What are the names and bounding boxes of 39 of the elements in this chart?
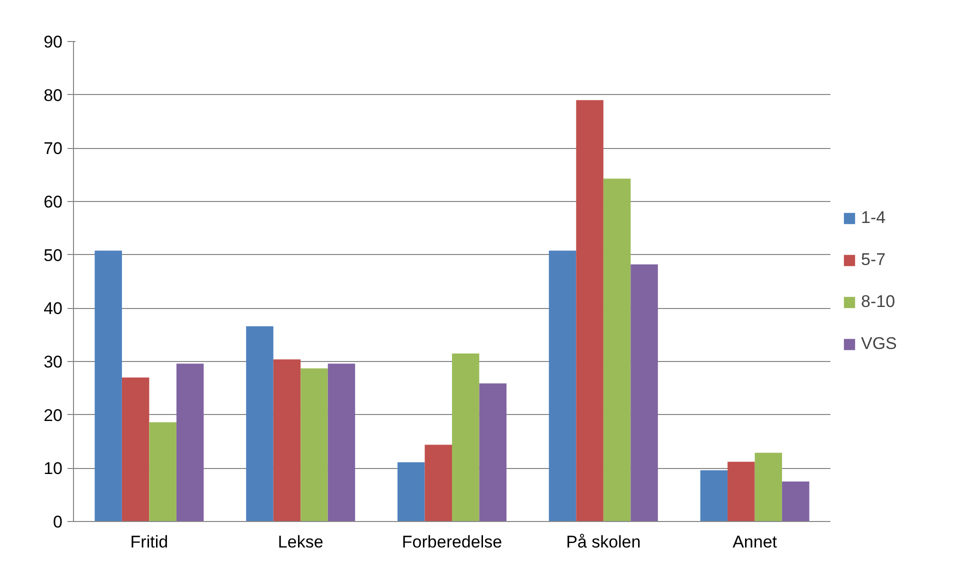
y-tick-label: 30 [44,352,63,372]
bar [94,250,122,522]
bar [424,444,452,522]
bar [700,470,728,522]
bar [603,178,631,522]
y-tick-label: 40 [44,299,63,318]
bar [479,383,507,522]
bar [328,364,356,522]
y-tick-label: 60 [44,192,63,212]
bar [576,100,604,522]
x-tick-label: På skolen [566,532,641,552]
bar [273,359,301,522]
y-tick-label: 0 [53,512,63,532]
y-tick-label: 90 [44,32,63,52]
legend-label: 5-7 [861,250,886,270]
bar [300,368,328,522]
bar [728,462,755,522]
y-tick-label: 10 [44,459,63,478]
x-tick-label: Fritid [130,532,168,552]
bar [452,354,480,522]
bar [122,378,150,522]
y-tick-label: 50 [44,246,63,265]
bar [548,250,576,522]
x-tick-label: Lekse [278,532,324,552]
y-tick-label: 20 [44,406,63,425]
bar [782,482,810,522]
x-tick-label: Annet [732,532,778,552]
legend-label: 8-10 [861,292,896,312]
bar [149,422,176,522]
y-tick-label: 80 [44,86,63,105]
x-tick-label: Forberedelse [402,532,502,552]
bar [754,452,782,522]
bar [397,462,425,522]
legend-label: 1-4 [861,208,886,228]
bar [176,364,204,522]
y-tick-label: 70 [44,139,63,158]
bar [630,264,658,522]
bar [246,326,274,522]
legend-label: VGS [861,334,897,354]
